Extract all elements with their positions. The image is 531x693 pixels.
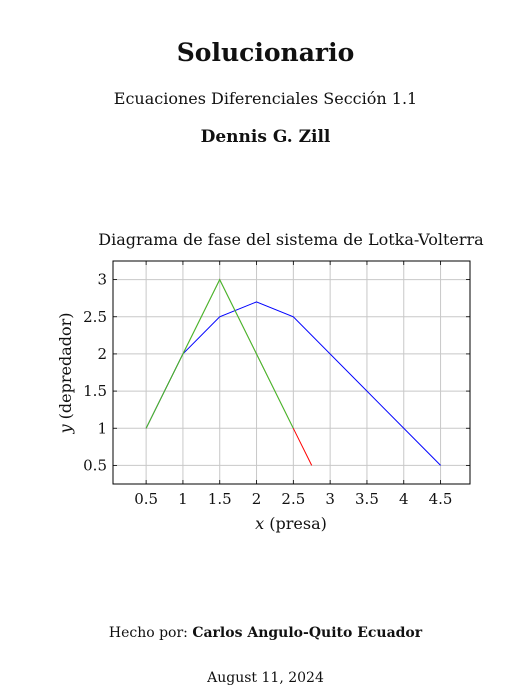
x-tick-label: 3: [325, 490, 335, 508]
chart-ticks: 0.5 1 1.5 2 2.5 3 3.5 4 4.5 0.5 1 1.5 2 2.5 3: [83, 261, 470, 508]
y-axis-label-text: (depredador): [56, 313, 75, 420]
series-line-2: [145, 278, 294, 429]
made-by-label: Hecho por:: [108, 625, 188, 641]
x-tick-label: 1: [178, 490, 188, 508]
x-tick-label: 4.5: [429, 490, 453, 508]
y-axis-label-var: y: [56, 424, 75, 435]
y-axis-label: y (depredador): [56, 313, 75, 435]
document-subtitle: Ecuaciones Diferenciales Sección 1.1: [113, 89, 418, 108]
y-tick-label: 0.5: [83, 456, 107, 474]
y-tick-label: 2.5: [83, 308, 107, 326]
x-tick-label: 4: [399, 490, 409, 508]
chart-title: Diagrama de fase del sistema de Lotka-Vo…: [98, 230, 484, 249]
document-date: August 11, 2024: [207, 670, 324, 686]
x-tick-label: 2: [252, 490, 262, 508]
x-axis-label-text: (presa): [269, 514, 327, 533]
phase-diagram-chart: Diagrama de fase del sistema de Lotka-Vo…: [56, 230, 484, 533]
plot-frame: [112, 260, 471, 485]
x-axis-label-var: x: [255, 514, 264, 533]
x-tick-label: 3.5: [355, 490, 379, 508]
x-tick-label: 0.5: [134, 490, 158, 508]
made-by-name: Carlos Angulo-Quito Ecuador: [192, 625, 423, 641]
y-tick-label: 1: [97, 419, 107, 437]
series-line-1: [145, 278, 313, 466]
y-tick-label: 3: [97, 271, 107, 289]
made-by-line: Hecho por: Carlos Angulo-Quito Ecuador: [0, 625, 531, 641]
x-tick-label: 2.5: [281, 490, 305, 508]
x-tick-label: 1.5: [208, 490, 232, 508]
document-author: Dennis G. Zill: [200, 127, 331, 147]
x-axis-label: x (presa): [255, 514, 327, 533]
chart-grid: [113, 261, 470, 484]
chart-series-group: [145, 278, 441, 466]
document-title: Solucionario: [176, 38, 355, 67]
y-tick-label: 2: [97, 345, 107, 363]
y-tick-label: 1.5: [83, 382, 107, 400]
